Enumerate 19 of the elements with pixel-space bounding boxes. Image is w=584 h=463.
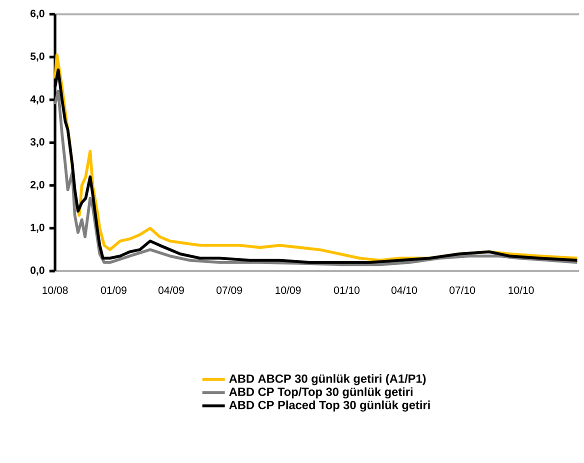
x-tick-label: 01/09 (101, 286, 126, 294)
x-tick-label: 10/08 (42, 286, 68, 294)
legend-label: ABD CP Top/Top 30 günlük getiri (229, 387, 412, 398)
x-tick-label: 10/10 (508, 286, 534, 294)
y-tick-label: 2,0 (30, 180, 44, 190)
x-tick-label: 10/09 (276, 286, 301, 294)
y-tick-label: 4,0 (30, 95, 44, 104)
legend-label: ABD CP Placed Top 30 günlük getiri (229, 400, 430, 412)
x-tick-label: 07/09 (216, 286, 242, 294)
x-tick-label: 07/10 (450, 286, 476, 294)
x-tick-label: 04/09 (158, 286, 184, 294)
y-tick-label: 5,0 (30, 52, 44, 62)
y-tick-label: 1,0 (30, 224, 44, 233)
y-tick-label: 0,0 (30, 266, 44, 276)
x-tick-label: 04/10 (391, 286, 417, 294)
x-tick-label: 01/10 (334, 286, 360, 294)
legend-label: ABD ABCP 30 günlük getiri (A1/P1) (229, 374, 426, 386)
y-tick-label: 3,0 (30, 138, 44, 148)
y-tick-label: 6,0 (30, 10, 44, 19)
